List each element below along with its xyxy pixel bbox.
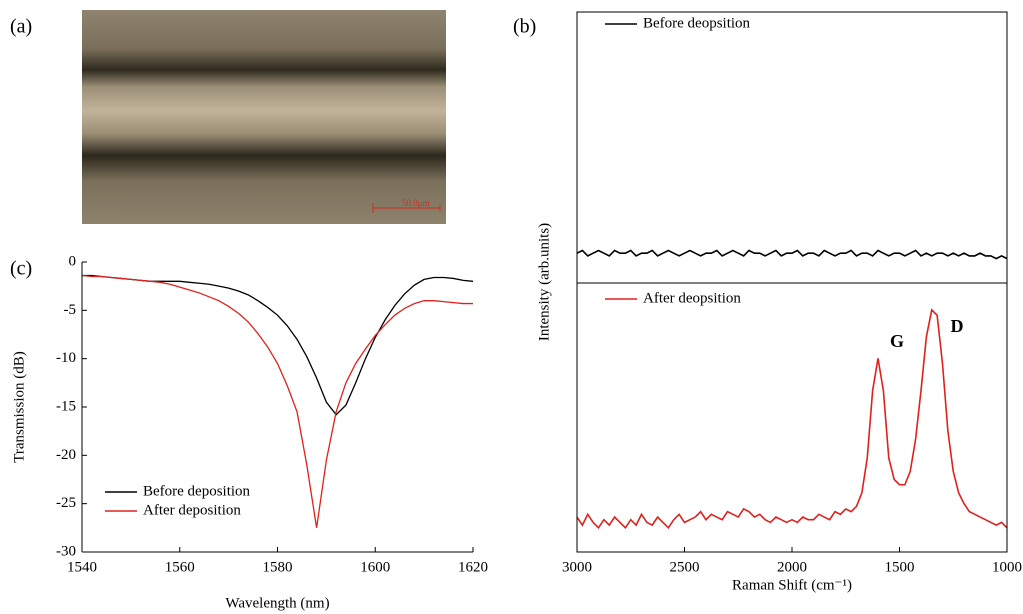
y-tick-label: -10 bbox=[56, 350, 76, 366]
legend-label: After deposition bbox=[143, 502, 241, 518]
x-tick-label: 1000 bbox=[992, 559, 1022, 575]
data-line bbox=[576, 308, 1008, 530]
panel-label: (b) bbox=[513, 16, 536, 38]
x-tick-label: 1600 bbox=[360, 559, 390, 575]
y-tick-label: 0 bbox=[69, 253, 77, 269]
x-axis-label: Raman Shift (cm⁻¹) bbox=[732, 577, 852, 593]
legend-label: Before deopsition bbox=[643, 15, 751, 31]
x-axis-label: Wavelength (nm) bbox=[225, 595, 329, 611]
plot-frame bbox=[576, 11, 1008, 284]
panel-label: (a) bbox=[10, 16, 32, 38]
x-tick-label: 1580 bbox=[263, 559, 293, 575]
x-tick-label: 1560 bbox=[165, 559, 195, 575]
y-tick-label: -20 bbox=[56, 447, 76, 463]
annotation: D bbox=[951, 316, 964, 336]
data-line bbox=[576, 249, 1008, 260]
legend-label: After deopsition bbox=[643, 290, 741, 306]
x-tick-label: 1620 bbox=[458, 559, 488, 575]
plot-frame bbox=[576, 282, 1008, 553]
micrograph bbox=[82, 10, 446, 224]
y-tick-label: -25 bbox=[56, 495, 76, 511]
x-tick-label: 2000 bbox=[777, 559, 807, 575]
scale-bar-label: 50.0μm bbox=[402, 198, 430, 208]
y-tick-label: -30 bbox=[56, 543, 76, 559]
scale-bar bbox=[372, 203, 441, 213]
annotation: G bbox=[890, 331, 904, 351]
x-tick-label: 2500 bbox=[670, 559, 700, 575]
x-tick-label: 3000 bbox=[562, 559, 592, 575]
data-line bbox=[81, 274, 473, 528]
y-axis-label: Intensity (arb.units) bbox=[536, 223, 552, 341]
legend-label: Before deposition bbox=[143, 483, 251, 499]
x-tick-label: 1540 bbox=[67, 559, 97, 575]
y-axis-label: Transmission (dB) bbox=[11, 351, 27, 463]
panel-label: (c) bbox=[10, 258, 32, 280]
x-tick-label: 1500 bbox=[885, 559, 915, 575]
y-tick-label: -15 bbox=[56, 398, 76, 414]
data-line bbox=[82, 274, 474, 416]
y-tick-label: -5 bbox=[64, 302, 77, 318]
